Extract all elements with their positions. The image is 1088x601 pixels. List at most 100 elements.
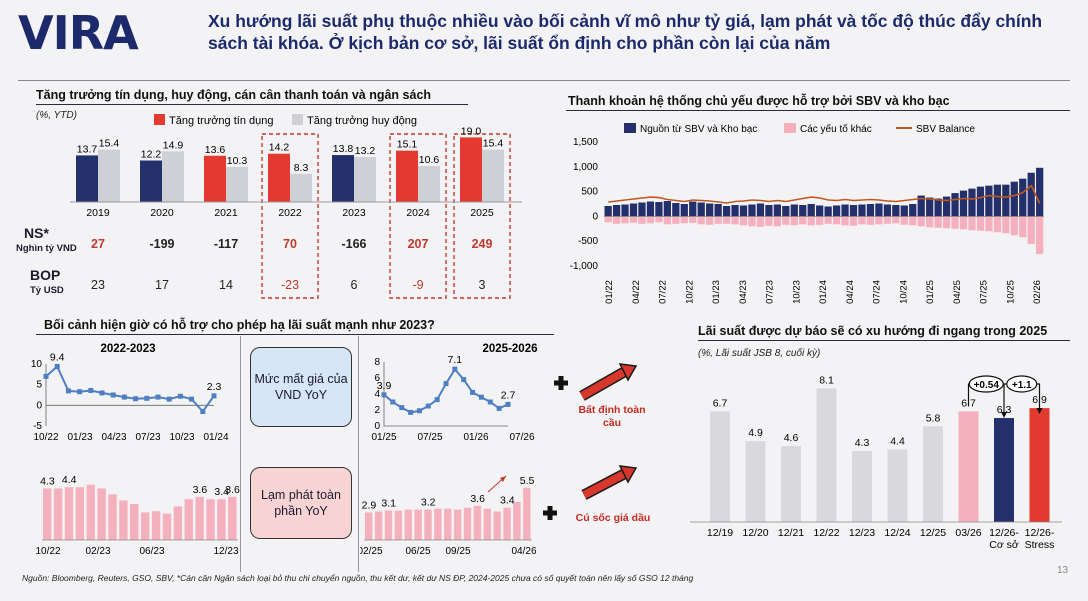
line-point-3: [77, 389, 83, 395]
bop-value-2023: 6: [351, 278, 358, 292]
data-label-4: 4.3: [855, 437, 870, 449]
bar-rate-0: [710, 411, 730, 522]
legend-label-balance: SBV Balance: [916, 124, 975, 135]
line-point-0: [43, 373, 49, 379]
bar-sbv-29: [849, 204, 858, 217]
bar-sbv-14: [722, 205, 731, 217]
bar-cpi-8: [444, 508, 452, 540]
bar-sbv-4: [638, 202, 646, 217]
line-point-1: [390, 399, 396, 405]
bar-cpi-12: [173, 506, 183, 540]
bar-other-14: [722, 216, 731, 224]
bar-rate-2: [781, 446, 801, 522]
data-label-deposit-2021: 10.3: [227, 155, 248, 167]
ns-value-2022: 70: [283, 237, 297, 251]
bar-sbv-18: [756, 203, 765, 217]
x-tick-5: 04/23: [738, 280, 749, 304]
bar-credit-2021: [204, 155, 226, 202]
bar-other-24: [807, 216, 815, 226]
bar-credit-2024: [396, 150, 418, 202]
bop-value-2020: 17: [155, 278, 169, 292]
bar-other-11: [697, 216, 705, 225]
bar-rate-6: [923, 426, 943, 522]
page-number: 13: [1057, 565, 1069, 576]
x-tick-1: 04/22: [631, 280, 642, 304]
legend-label-sbv: Nguồn từ SBV và Kho bạc: [640, 123, 757, 135]
bar-cpi-1: [374, 511, 383, 540]
y-tick-2: 0: [36, 400, 42, 411]
bar-other-27: [832, 216, 841, 225]
annotation-arrowhead: [1001, 412, 1007, 418]
cpi-chart-2025: 2.9 3.1 3.2 3.6 3.4 5.5 02/25 06/25 09/25 04/26: [360, 475, 537, 557]
data-label-17: 3.6: [225, 484, 240, 496]
x-tick-1: 02/23: [85, 546, 110, 557]
bar-sbv-7: [663, 201, 671, 217]
bar-other-35: [900, 216, 908, 225]
x-tick-4-0: 12/23: [849, 527, 875, 539]
x-tick-3: 12/23: [213, 546, 238, 557]
bar-sbv-6: [655, 202, 663, 217]
ns-value-2025: 249: [472, 237, 493, 251]
x-tick-12: 01/25: [925, 280, 936, 304]
y-tick-3: 0: [592, 211, 598, 222]
legend-label-other: Các yếu tố khác: [800, 123, 872, 135]
bar-cpi-6: [108, 494, 117, 540]
bar-sbv-15: [731, 204, 739, 217]
bar-other-15: [731, 216, 739, 225]
fx-depreciation-box: Mức mất giá của VND YoY: [250, 347, 352, 427]
x-tick-2: 09/25: [445, 546, 470, 557]
data-label-credit-2025: 19.0: [461, 125, 482, 137]
bar-other-34: [892, 216, 900, 224]
bar-sbv-17: [748, 204, 756, 217]
y-tick-3: -5: [33, 421, 42, 432]
bar-sbv-5: [646, 201, 655, 217]
x-tick-3: 07/26: [509, 432, 534, 443]
line-point-7: [121, 394, 127, 400]
bar-other-18: [756, 216, 765, 227]
trend-arrow-head: [500, 476, 506, 482]
line-point-5: [99, 390, 105, 396]
bar-other-32: [875, 216, 883, 225]
y-tick-5: -1,000: [570, 261, 599, 272]
oil-shock-label: Cú sốc giá dầu: [575, 512, 651, 524]
bar-other-2: [621, 216, 629, 224]
legend-swatch-deposit: [292, 114, 303, 125]
data-label-credit-2019: 13.7: [77, 143, 98, 155]
x-tick-6: 07/23: [765, 280, 776, 304]
line-point-14: [200, 409, 206, 415]
line-point-0: [381, 392, 387, 398]
bar-other-10: [689, 216, 697, 223]
bar-deposit-2024: [418, 165, 440, 202]
x-tick-13: 04/25: [952, 280, 963, 304]
bar-sbv-1: [612, 204, 621, 217]
global-uncertainty-label: Bất định toàn cầu: [578, 404, 646, 429]
line-point-11: [166, 396, 172, 402]
y-tick-2: 4: [374, 389, 380, 400]
annotation-base-delta: +0.54: [974, 380, 1000, 391]
x-tick-8-1: Cơ sở: [989, 539, 1019, 551]
data-label-deposit-2019: 15.4: [99, 138, 120, 150]
bar-deposit-2025: [482, 149, 504, 202]
highlight-box-2024: [389, 133, 447, 299]
bar-sbv-16: [739, 205, 748, 217]
bar-rate-3: [816, 388, 837, 522]
bar-cpi-2: [384, 510, 393, 540]
bar-sbv-50: [1027, 172, 1035, 217]
bar-cpi-16: [523, 487, 531, 540]
line-series: [45, 364, 215, 414]
bar-cpi-6: [424, 509, 432, 540]
panel4-unit: (%, Lãi suất JSB 8, cuối kỳ): [698, 348, 821, 359]
line-point-9: [144, 395, 150, 401]
x-tick-7: 10/23: [791, 280, 802, 304]
line-point-13: [189, 396, 195, 402]
bar-cpi-16: [217, 499, 226, 540]
bar-other-23: [799, 216, 807, 225]
data-label-2: 4.4: [62, 474, 77, 486]
data-label-0: 4.3: [40, 475, 55, 487]
annotation-bubble-1: [968, 375, 1004, 393]
bar-credit-2025: [460, 137, 482, 202]
x-tick-0: 01/22: [604, 280, 615, 304]
bar-other-41: [951, 216, 959, 229]
ns-value-2024: 207: [408, 237, 429, 251]
annotation-bubble-2: [1006, 375, 1038, 393]
